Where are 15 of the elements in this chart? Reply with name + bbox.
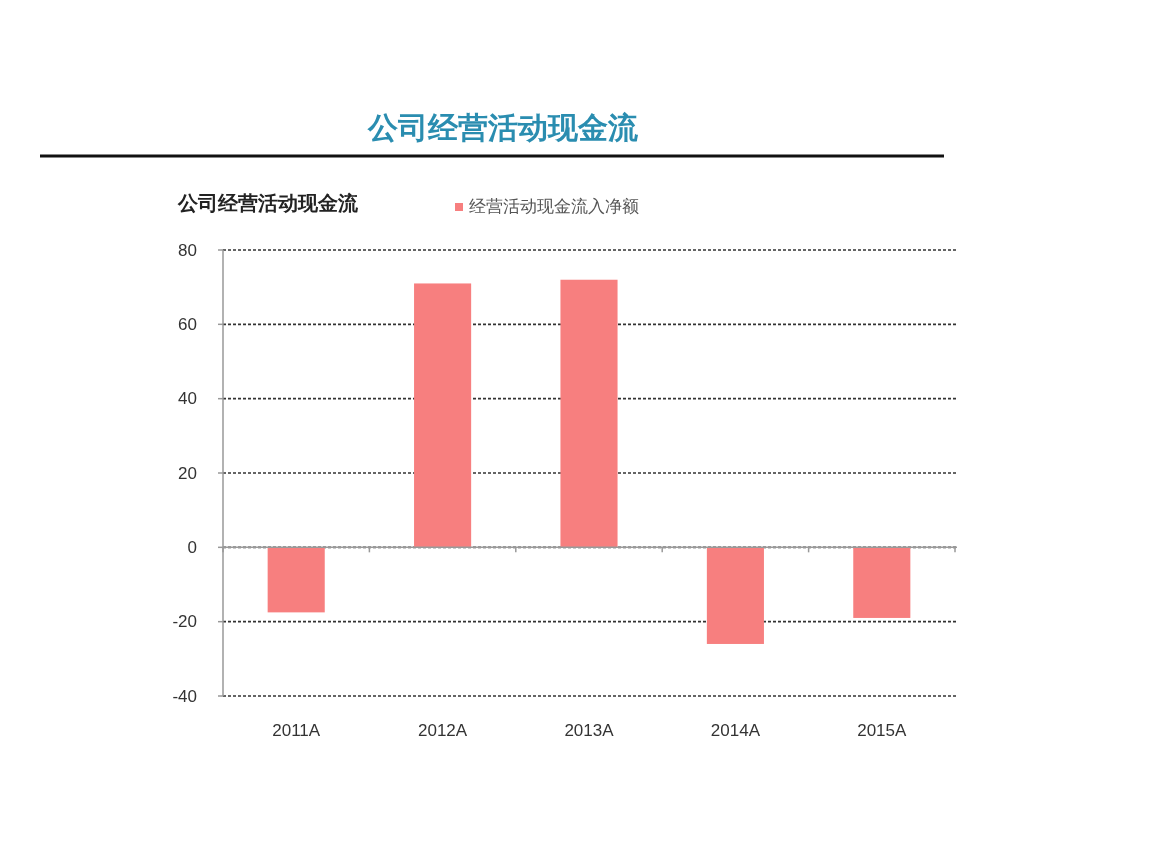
y-tick-label: 60 <box>178 314 197 334</box>
y-tick-label: -20 <box>172 612 197 632</box>
x-tick-label: 2014A <box>710 721 760 740</box>
x-tick-label: 2011A <box>272 721 321 740</box>
y-tick-label: 80 <box>178 240 197 260</box>
y-tick-label: 0 <box>187 537 197 557</box>
y-tick-label: 40 <box>178 389 197 409</box>
y-tick-label: 20 <box>178 463 197 483</box>
x-tick-label: 2015A <box>857 721 907 740</box>
title: 公司经营活动现金流 <box>368 111 638 144</box>
x-tick-label: 2012A <box>418 721 468 740</box>
legend-label: 经营活动现金流入净额 <box>469 197 639 216</box>
y-tick-label: -40 <box>172 686 197 706</box>
subtitle: 公司经营活动现金流 <box>178 192 358 214</box>
x-tick-label: 2013A <box>564 721 614 740</box>
